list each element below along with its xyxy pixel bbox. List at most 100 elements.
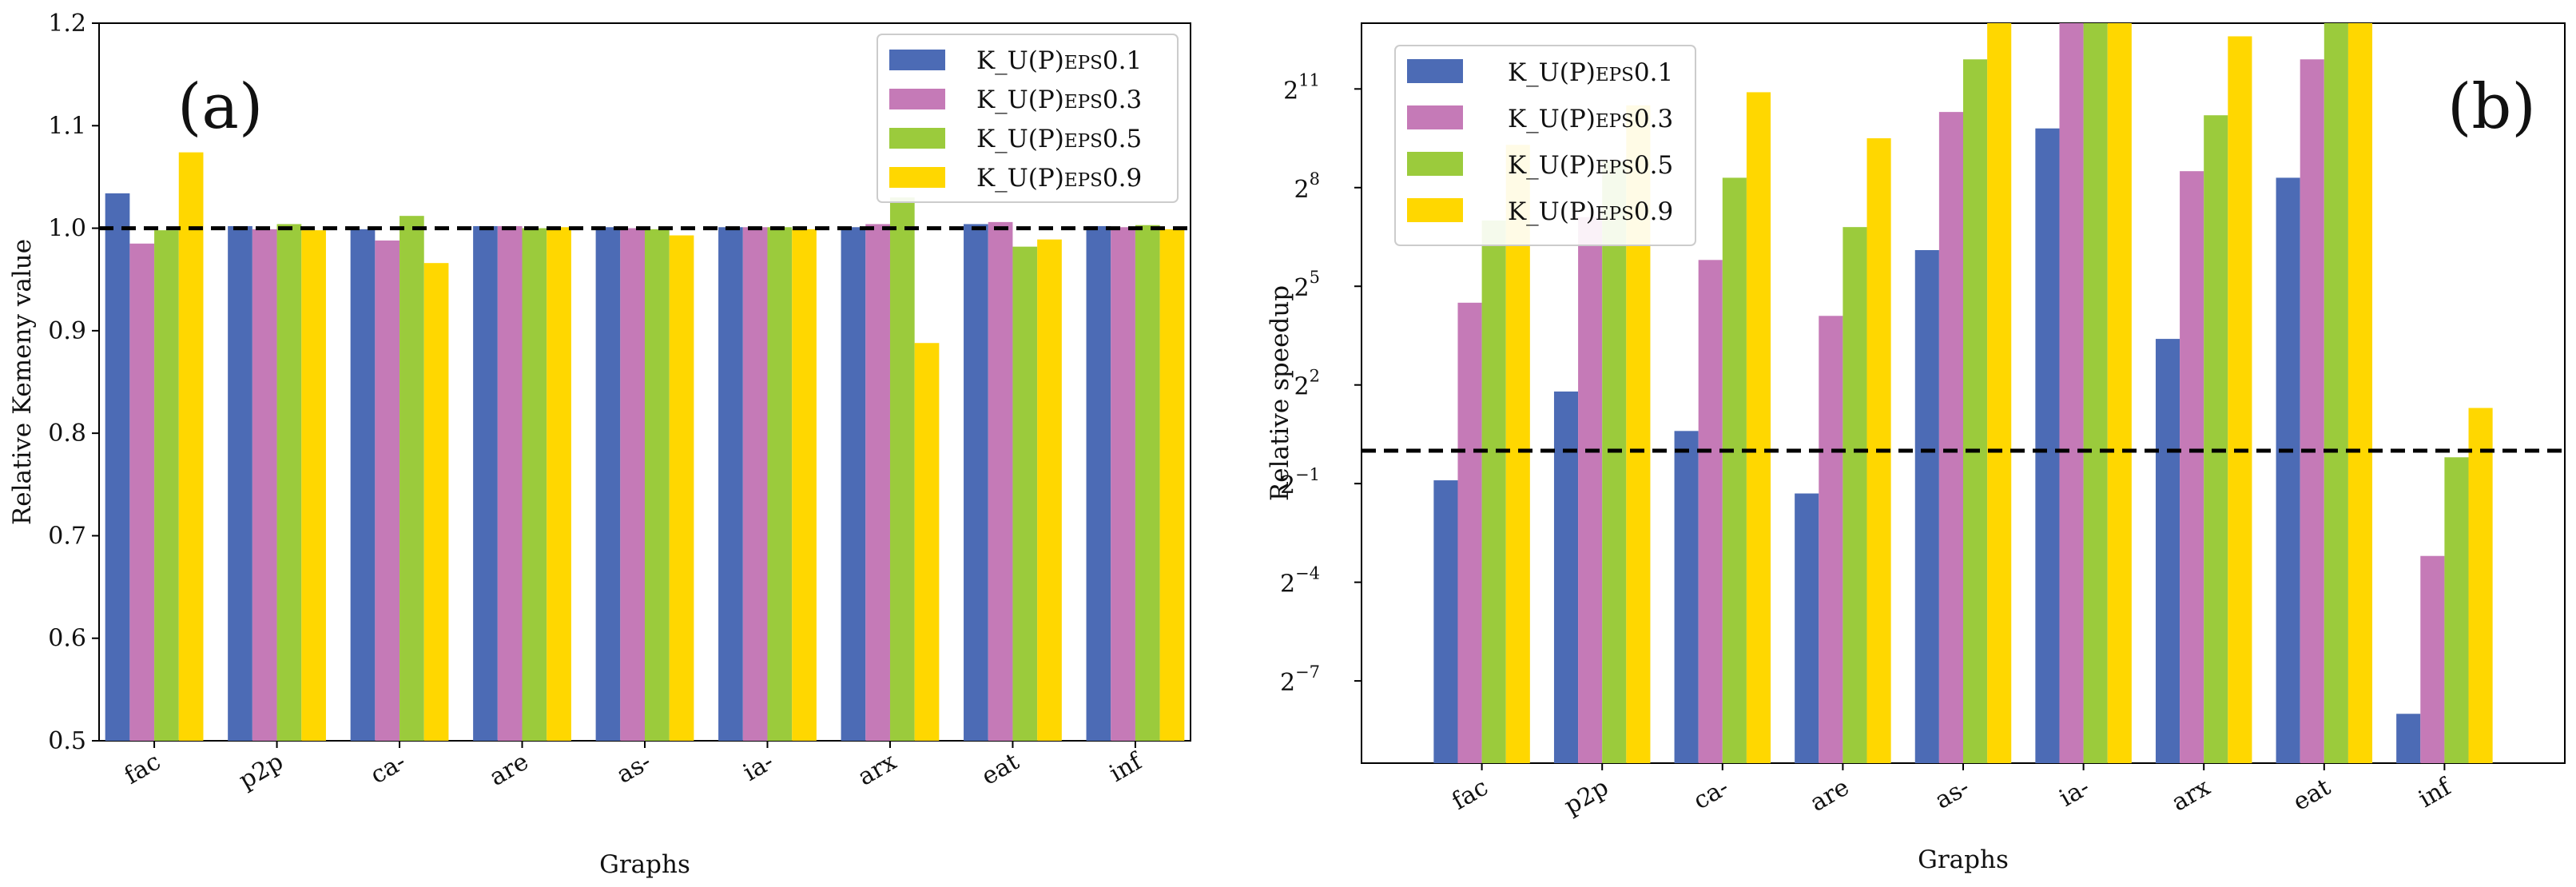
- bar-b-arx-k-u-p-eps0-5: [2204, 115, 2228, 764]
- bar-a-inf-k-u-p-eps0-3: [1111, 227, 1135, 741]
- b-xtick-label: eat: [2288, 774, 2335, 817]
- legend-label-k-u-p-eps0-5: K_U(P)EPS0.5: [976, 125, 1142, 153]
- bar-b-ca-k-u-p-eps0-9: [1746, 92, 1771, 764]
- b-xtick-label: arx: [2167, 774, 2215, 817]
- a-xtick-label: fac: [120, 748, 165, 790]
- panel-b-x-ticks: fac p2p ca-are as-ia-arx eat inf: [1447, 763, 2457, 821]
- panel-b-legend: K_U(P)EPS0.1 K_U(P)EPS0.3 K_U(P)EPS0.5 K_U(…: [1394, 45, 1696, 246]
- bar-b-fac-k-u-p-eps0-9: [1505, 145, 1530, 763]
- panel-b-bars: [1433, 23, 2493, 764]
- bar-b-inf-k-u-p-eps0-9: [2468, 408, 2493, 763]
- legend-a-swatch-k-u-p-eps0-1: [889, 50, 945, 70]
- b-ytick-label: 25: [1294, 268, 1320, 302]
- a-ytick-label: 1.0: [48, 215, 86, 243]
- bar-a-p2p-k-u-p-eps0-3: [252, 229, 277, 742]
- panel-a-legend: K_U(P)EPS0.1 K_U(P)EPS0.3 K_U(P)EPS0.5 K_U(…: [877, 34, 1179, 203]
- bar-b-are-k-u-p-eps0-3: [1819, 316, 1843, 764]
- bar-a-eat-k-u-p-eps0-9: [1037, 239, 1062, 741]
- bar-a-fac-k-u-p-eps0-9: [178, 152, 204, 741]
- legend-b-swatch-k-u-p-eps0-9: [1407, 198, 1463, 222]
- bar-a-fac-k-u-p-eps0-1: [105, 193, 130, 741]
- a-xtick-label: ia-: [738, 748, 778, 787]
- a-ytick-label: 0.8: [48, 420, 86, 447]
- bar-a-are-k-u-p-eps0-9: [547, 227, 571, 741]
- bar-a-arx-k-u-p-eps0-1: [841, 227, 866, 741]
- bar-b-ca-k-u-p-eps0-1: [1674, 431, 1699, 763]
- bar-a-arx-k-u-p-eps0-5: [889, 197, 915, 742]
- legend-label-k-u-p-eps0-5: K_U(P)EPS0.5: [1508, 151, 1673, 180]
- bar-a-inf-k-u-p-eps0-5: [1135, 225, 1160, 741]
- a-xtick-label: p2p: [234, 748, 288, 795]
- bar-b-p2p-k-u-p-eps0-3: [1578, 217, 1603, 764]
- bar-b-inf-k-u-p-eps0-5: [2444, 457, 2469, 763]
- bar-a-ia-k-u-p-eps0-9: [792, 229, 817, 742]
- panel-a-bars: [105, 152, 1185, 742]
- bar-b-ca-k-u-p-eps0-5: [1722, 177, 1747, 764]
- a-ytick-label: 0.6: [48, 625, 86, 653]
- bar-b-arx-k-u-p-eps0-9: [2228, 36, 2252, 764]
- panel-a-xlabel: Graphs: [599, 850, 690, 879]
- bar-b-as-k-u-p-eps0-5: [1963, 59, 1988, 763]
- a-xtick-label: eat: [977, 748, 1024, 791]
- legend-label-k-u-p-eps0-3: K_U(P)EPS0.3: [1508, 105, 1673, 133]
- bar-b-inf-k-u-p-eps0-3: [2420, 555, 2445, 763]
- b-ytick-label: 2−1: [1280, 465, 1320, 499]
- a-ytick-label: 1.1: [48, 112, 86, 140]
- legend-label-k-u-p-eps0-1: K_U(P)EPS0.1: [976, 46, 1142, 75]
- b-xtick-label: as-: [1930, 774, 1974, 815]
- bar-b-arx-k-u-p-eps0-3: [2180, 171, 2204, 763]
- panel-b-y-ticks: 2−7 2−4 2−1 22 25 28 211: [1280, 70, 1362, 697]
- legend-b-swatch-k-u-p-eps0-3: [1407, 105, 1463, 129]
- bar-b-as-k-u-p-eps0-1: [1914, 249, 1939, 763]
- bar-b-eat-k-u-p-eps0-3: [2300, 59, 2324, 763]
- bar-a-p2p-k-u-p-eps0-5: [276, 224, 302, 741]
- a-xtick-label: inf: [1105, 747, 1148, 788]
- bar-b-fac-k-u-p-eps0-3: [1457, 302, 1482, 763]
- a-ytick-label: 1.2: [48, 10, 86, 38]
- bar-a-p2p-k-u-p-eps0-9: [301, 230, 326, 741]
- b-xtick-label: p2p: [1560, 774, 1613, 821]
- bar-a-eat-k-u-p-eps0-1: [964, 224, 988, 741]
- bar-b-are-k-u-p-eps0-5: [1843, 227, 1867, 764]
- legend-a-swatch-k-u-p-eps0-9: [889, 167, 945, 188]
- a-ytick-label: 0.9: [48, 317, 86, 345]
- legend-b-swatch-k-u-p-eps0-5: [1407, 152, 1463, 176]
- bar-b-fac-k-u-p-eps0-1: [1433, 480, 1458, 763]
- bar-b-eat-k-u-p-eps0-9: [2347, 23, 2373, 763]
- bar-b-ca-k-u-p-eps0-3: [1698, 260, 1723, 763]
- bar-b-fac-k-u-p-eps0-5: [1481, 220, 1506, 763]
- bar-a-arx-k-u-p-eps0-3: [865, 224, 890, 741]
- bar-b-as-k-u-p-eps0-9: [1987, 23, 2012, 763]
- a-xtick-label: are: [485, 748, 534, 792]
- bar-a-ia-k-u-p-eps0-5: [767, 227, 793, 741]
- b-ytick-label: 2−4: [1280, 564, 1320, 599]
- b-ytick-label: 2−7: [1280, 662, 1320, 697]
- panel-b-ylabel: Relative speedup: [1266, 285, 1294, 501]
- bar-b-ia-k-u-p-eps0-1: [2035, 128, 2060, 764]
- bar-a-ca-k-u-p-eps0-5: [400, 216, 424, 742]
- bar-b-arx-k-u-p-eps0-1: [2155, 339, 2180, 763]
- bar-b-as-k-u-p-eps0-3: [1938, 112, 1963, 763]
- b-xtick-label: are: [1806, 774, 1854, 817]
- b-xtick-label: ia-: [2055, 774, 2095, 813]
- a-xtick-label: as-: [612, 748, 656, 790]
- panel-a: 0.5 0.6 0.7 0.8 0.9 1.0 1.1 1.2 fac p2p ca-are as-…: [8, 10, 1191, 879]
- bar-b-eat-k-u-p-eps0-1: [2276, 177, 2300, 764]
- legend-a-swatch-k-u-p-eps0-3: [889, 89, 945, 109]
- a-xtick-label: arx: [853, 748, 901, 792]
- bar-a-are-k-u-p-eps0-3: [497, 226, 523, 741]
- panel-b-letter: (b): [2447, 71, 2536, 143]
- bar-b-ia-k-u-p-eps0-3: [2059, 23, 2084, 763]
- a-ytick-label: 0.7: [48, 522, 86, 550]
- bar-b-are-k-u-p-eps0-1: [1795, 493, 1819, 763]
- bar-a-fac-k-u-p-eps0-5: [154, 230, 179, 741]
- bar-a-are-k-u-p-eps0-1: [473, 226, 498, 741]
- b-ytick-label: 22: [1294, 367, 1320, 401]
- legend-b-swatch-k-u-p-eps0-1: [1407, 59, 1463, 83]
- bar-a-are-k-u-p-eps0-5: [522, 228, 547, 742]
- a-ytick-label: 0.5: [48, 727, 86, 755]
- bar-a-ia-k-u-p-eps0-3: [742, 227, 768, 741]
- b-ytick-label: 28: [1294, 169, 1320, 204]
- panel-b: 2−7 2−4 2−1 22 25 28 211 fac p2p ca-are as-ia-arx…: [1266, 22, 2566, 874]
